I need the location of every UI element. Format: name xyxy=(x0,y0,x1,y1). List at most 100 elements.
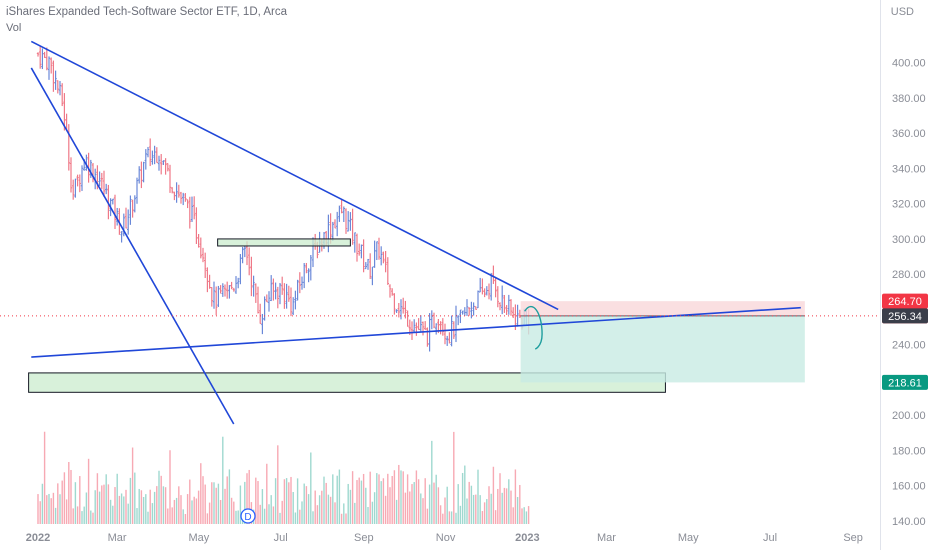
volume-bar xyxy=(393,470,396,524)
volume-bar xyxy=(433,482,435,524)
volume-bar xyxy=(222,436,224,524)
volume-bar xyxy=(299,509,301,524)
volume-bar xyxy=(191,500,193,524)
volume-bar xyxy=(136,508,138,524)
volume-bar xyxy=(197,490,200,524)
volume-bar xyxy=(96,473,99,524)
volume-bar xyxy=(508,479,510,524)
volume-bar xyxy=(417,479,420,524)
volume-bar xyxy=(367,507,369,524)
volume-bar xyxy=(371,501,374,524)
volume-bar xyxy=(74,482,77,524)
volume-bar xyxy=(118,495,121,524)
volume-bar xyxy=(373,492,376,524)
volume-bar xyxy=(266,463,268,524)
volume-bar xyxy=(316,505,319,524)
drawn-arrow xyxy=(524,305,543,350)
volume-bar xyxy=(224,488,226,524)
volume-bar xyxy=(202,476,204,524)
volume-bar xyxy=(503,487,506,524)
volume-bar xyxy=(50,498,52,524)
volume-bar xyxy=(37,494,39,524)
volume-bar xyxy=(384,495,387,524)
volume-bar xyxy=(140,490,143,524)
volume-bar xyxy=(470,485,473,524)
volume-bar xyxy=(206,513,209,524)
volume-bar xyxy=(149,489,151,524)
volume-bar xyxy=(305,486,308,524)
volume-bar xyxy=(164,487,167,524)
x-tick-label: 2023 xyxy=(515,532,539,544)
volume-bar xyxy=(413,482,415,524)
volume-bar xyxy=(57,483,59,524)
volume-bar xyxy=(494,510,497,524)
price-tag-box xyxy=(882,293,928,309)
volume-bar xyxy=(378,474,380,524)
volume-bar xyxy=(360,480,363,524)
volume-bar xyxy=(459,505,462,524)
target-zone xyxy=(520,315,805,383)
volume-bar xyxy=(63,472,66,524)
volume-bar xyxy=(420,493,422,524)
volume-bar xyxy=(338,469,341,524)
x-tick-label: Nov xyxy=(436,532,456,544)
volume-bar xyxy=(310,452,312,524)
price-tag: 264.70 xyxy=(882,293,928,309)
volume-bar xyxy=(466,498,468,524)
volume-bar xyxy=(301,501,303,524)
volume-bar xyxy=(347,483,349,524)
zone-box xyxy=(28,372,666,393)
volume-bar xyxy=(499,473,501,524)
volume-bar xyxy=(288,482,290,524)
volume-bar xyxy=(325,482,327,524)
volume-bar xyxy=(323,476,325,524)
volume-bar xyxy=(112,505,114,524)
volume-bar xyxy=(523,507,525,524)
volume-bar xyxy=(125,489,127,524)
volume-bar xyxy=(153,491,156,524)
volume-bar xyxy=(369,471,371,524)
volume-bar xyxy=(200,463,202,524)
volume-bar xyxy=(274,478,277,524)
trendline xyxy=(30,40,559,311)
volume-bar xyxy=(464,465,466,524)
chart-title: iShares Expanded Tech-Software Sector ET… xyxy=(6,6,288,18)
volume-bar xyxy=(178,486,180,524)
volume-bar xyxy=(516,497,519,524)
volume-bar xyxy=(477,469,479,524)
volume-bar xyxy=(193,496,195,524)
x-tick-label: Jul xyxy=(274,532,288,544)
volume-bar xyxy=(501,492,503,524)
price-tag: 218.61 xyxy=(882,374,928,390)
volume-bar xyxy=(268,504,270,524)
price-tag-box xyxy=(882,374,928,390)
volume-bar xyxy=(186,494,189,524)
volume-bar xyxy=(39,501,41,524)
volume-bar xyxy=(334,502,336,524)
volume-bar xyxy=(475,494,477,524)
volume-bar xyxy=(261,489,264,524)
volume-bar xyxy=(340,513,343,524)
x-tick-label: May xyxy=(678,532,699,544)
volume-bar xyxy=(512,507,514,524)
volume-bar xyxy=(217,483,220,524)
volume-bar xyxy=(329,496,332,524)
volume-bar xyxy=(468,481,470,524)
volume-bar xyxy=(233,501,235,524)
volume-bar xyxy=(211,482,213,524)
price-bars xyxy=(36,45,530,352)
y-tick-label: 240.00 xyxy=(892,340,926,352)
volume-bar xyxy=(259,504,261,524)
dividend-circle xyxy=(240,508,256,524)
volume-bar xyxy=(483,502,486,524)
volume-bar xyxy=(182,509,184,524)
volume-bar xyxy=(444,497,446,524)
volume-bars xyxy=(37,431,530,524)
volume-bar xyxy=(428,484,431,524)
volume-bar xyxy=(277,445,279,524)
volume-bar xyxy=(422,498,424,524)
volume-bar xyxy=(303,483,305,524)
x-tick-label: 2022 xyxy=(26,532,50,544)
